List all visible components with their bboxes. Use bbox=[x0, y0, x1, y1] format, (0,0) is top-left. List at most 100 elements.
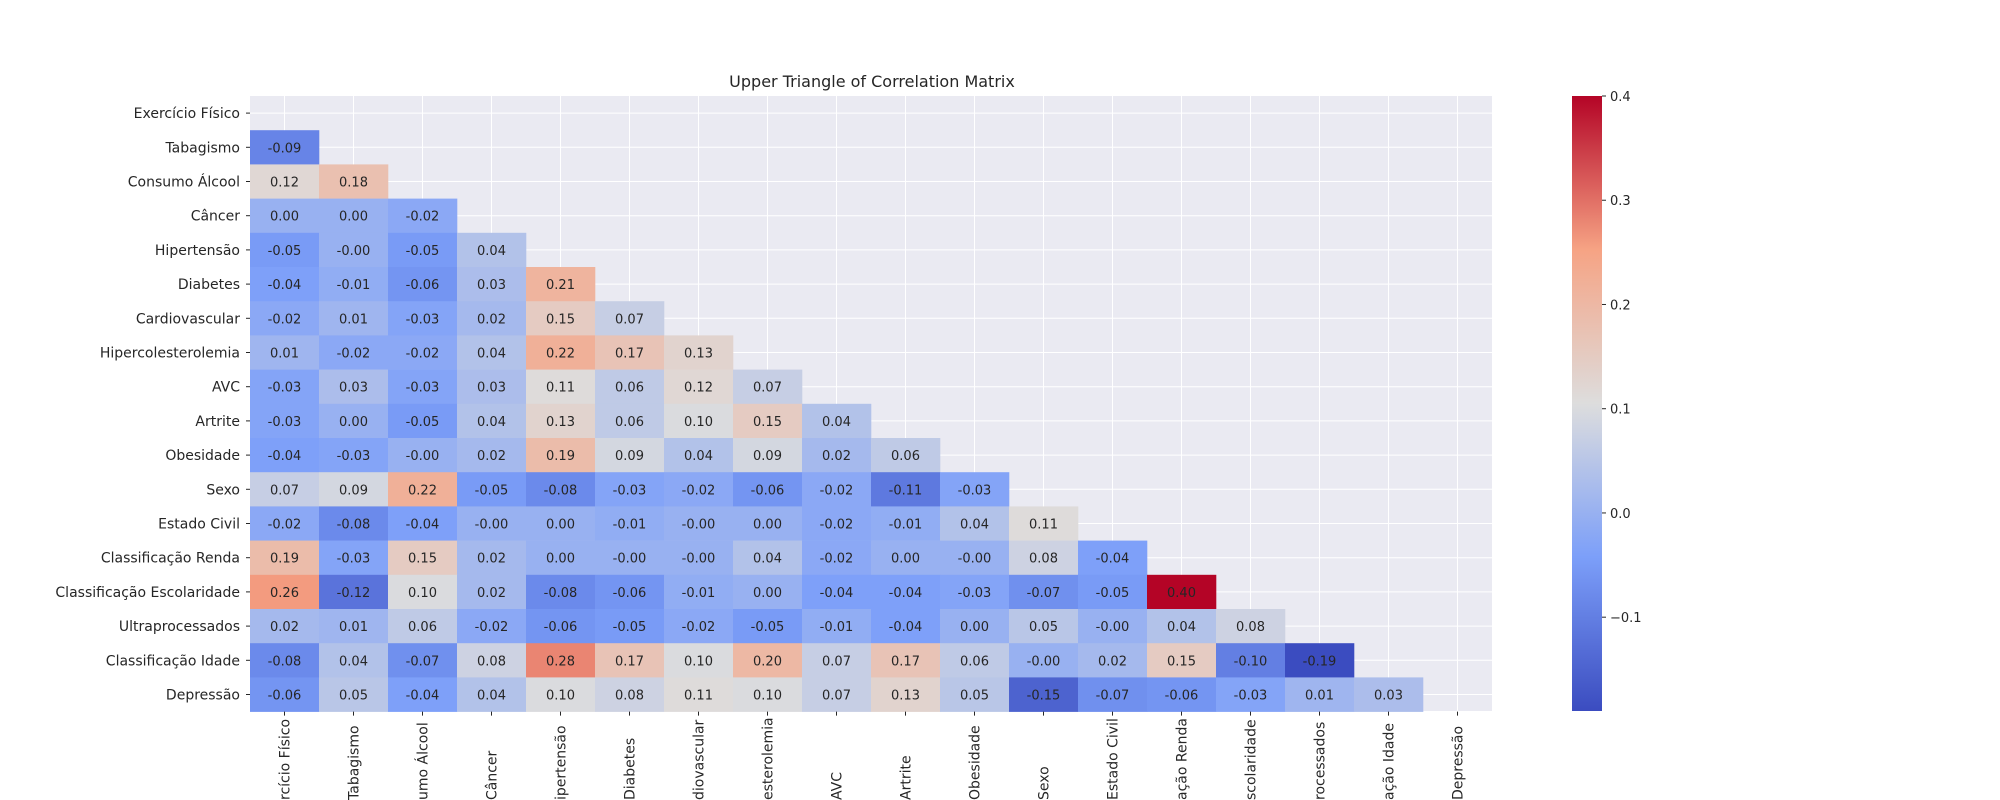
heatmap-cell bbox=[664, 472, 734, 507]
cell-value-label: 0.12 bbox=[684, 381, 713, 396]
cell-value-label: -0.05 bbox=[475, 483, 509, 498]
heatmap-cell bbox=[1147, 643, 1217, 678]
heatmap-cell bbox=[1285, 643, 1355, 678]
heatmap-cell bbox=[733, 609, 803, 644]
heatmap-cell bbox=[526, 301, 596, 336]
heatmap-cell bbox=[319, 472, 389, 507]
y-tick-label: Hipercolesterolemia bbox=[100, 346, 240, 362]
heatmap-cell bbox=[802, 403, 872, 439]
cell-value-label: -0.04 bbox=[889, 586, 923, 601]
heatmap-cell bbox=[733, 506, 803, 541]
heatmap-cell bbox=[1147, 677, 1217, 712]
heatmap-cell bbox=[250, 540, 320, 576]
cell-value-label: -0.00 bbox=[958, 552, 992, 567]
cell-value-label: -0.00 bbox=[682, 518, 716, 533]
cell-value-label: 0.01 bbox=[339, 620, 368, 635]
heatmap-cell bbox=[526, 677, 596, 712]
cell-value-label: -0.05 bbox=[406, 244, 440, 259]
heatmap-cell bbox=[388, 609, 458, 644]
heatmap-cell bbox=[526, 609, 596, 644]
heatmap-cell bbox=[733, 472, 803, 507]
x-tick-label: esterolemia bbox=[761, 717, 777, 800]
cell-value-label: -0.02 bbox=[406, 210, 440, 225]
heatmap-cell bbox=[595, 609, 665, 644]
cell-value-label: 0.07 bbox=[270, 483, 299, 498]
cell-value-label: -0.02 bbox=[682, 620, 716, 635]
heatmap-cell bbox=[940, 506, 1010, 541]
cell-value-label: -0.01 bbox=[820, 620, 854, 635]
cell-value-label: 0.13 bbox=[546, 415, 575, 430]
cell-value-label: 0.11 bbox=[546, 381, 575, 396]
heatmap-cell bbox=[1078, 677, 1148, 712]
heatmap-cell bbox=[1078, 643, 1148, 678]
heatmap-cell bbox=[388, 438, 458, 473]
heatmap-cell bbox=[388, 472, 458, 507]
heatmap-cell bbox=[1009, 574, 1079, 610]
y-tick-label: Consumo Álcool bbox=[128, 174, 240, 191]
heatmap-cell bbox=[664, 677, 734, 712]
x-tick-labels: rcício Físico Tabagismo umo Álcool Câncer ip… bbox=[278, 711, 1467, 800]
cell-value-label: -0.02 bbox=[475, 620, 509, 635]
heatmap-cell bbox=[319, 506, 389, 541]
cell-value-label: 0.10 bbox=[753, 689, 782, 704]
cell-value-label: 0.02 bbox=[822, 449, 851, 464]
heatmap-cell bbox=[319, 164, 389, 199]
cell-value-label: 0.02 bbox=[1098, 654, 1127, 669]
cell-value-label: -0.09 bbox=[268, 141, 302, 156]
x-tick-label: Obesidade bbox=[968, 725, 984, 800]
heatmap-cell bbox=[595, 438, 665, 473]
heatmap-axes: -0.09 0.12 0.18 0.00 0.00 -0.02 -0.05 -0.00 -0.0… bbox=[55, 96, 1492, 800]
cell-value-label: 0.17 bbox=[891, 654, 920, 669]
heatmap-cell bbox=[457, 335, 527, 370]
x-tick-label: AVC bbox=[830, 772, 846, 800]
cell-value-label: 0.17 bbox=[615, 347, 644, 362]
heatmap-cell bbox=[664, 403, 734, 439]
heatmap-cell bbox=[319, 335, 389, 370]
cell-value-label: 0.02 bbox=[477, 312, 506, 327]
cell-value-label: 0.04 bbox=[753, 552, 782, 567]
cell-value-label: 0.10 bbox=[408, 586, 437, 601]
cell-value-label: -0.06 bbox=[613, 586, 647, 601]
heatmap-cell bbox=[250, 403, 320, 439]
y-tick-label: Hipertensão bbox=[155, 243, 240, 259]
colorbar-tick-label: 0.3 bbox=[1610, 194, 1631, 209]
cell-value-label: -0.02 bbox=[268, 518, 302, 533]
cell-value-label: -0.15 bbox=[1027, 689, 1061, 704]
cell-value-label: -0.06 bbox=[1165, 689, 1199, 704]
heatmap-cell bbox=[457, 609, 527, 644]
cell-value-label: -0.10 bbox=[1234, 654, 1268, 669]
colorbar-gradient bbox=[1572, 96, 1602, 711]
y-tick-label: Diabetes bbox=[178, 277, 240, 293]
heatmap-cell bbox=[457, 574, 527, 610]
heatmap-cell bbox=[733, 643, 803, 678]
heatmap-cell bbox=[1216, 677, 1286, 712]
cell-value-label: 0.17 bbox=[615, 654, 644, 669]
heatmap-cell bbox=[250, 369, 320, 405]
heatmap-cell bbox=[457, 643, 527, 678]
cell-value-label: -0.01 bbox=[682, 586, 716, 601]
heatmap-cell bbox=[1078, 609, 1148, 644]
colorbar-tick-label: −0.1 bbox=[1610, 611, 1642, 626]
heatmap-cell bbox=[457, 369, 527, 405]
heatmap-cells: -0.09 0.12 0.18 0.00 0.00 -0.02 -0.05 -0.00 -0.0… bbox=[250, 130, 1424, 712]
heatmap-cell bbox=[595, 506, 665, 541]
x-tick-label: Artrite bbox=[899, 755, 915, 800]
cell-value-label: -0.03 bbox=[406, 381, 440, 396]
heatmap-cell bbox=[802, 643, 872, 678]
cell-value-label: -0.08 bbox=[544, 586, 578, 601]
cell-value-label: -0.02 bbox=[820, 518, 854, 533]
heatmap-cell bbox=[526, 369, 596, 405]
cell-value-label: -0.05 bbox=[1096, 586, 1130, 601]
cell-value-label: -0.08 bbox=[544, 483, 578, 498]
cell-value-label: -0.04 bbox=[268, 449, 302, 464]
heatmap-cell bbox=[802, 677, 872, 712]
heatmap-cell bbox=[319, 438, 389, 473]
cell-value-label: 0.05 bbox=[339, 689, 368, 704]
cell-value-label: -0.04 bbox=[268, 278, 302, 293]
heatmap-cell bbox=[457, 472, 527, 507]
heatmap-cell bbox=[940, 643, 1010, 678]
x-tick-label: Câncer bbox=[485, 750, 501, 800]
cell-value-label: -0.03 bbox=[613, 483, 647, 498]
cell-value-label: 0.00 bbox=[546, 518, 575, 533]
heatmap-cell bbox=[388, 335, 458, 370]
